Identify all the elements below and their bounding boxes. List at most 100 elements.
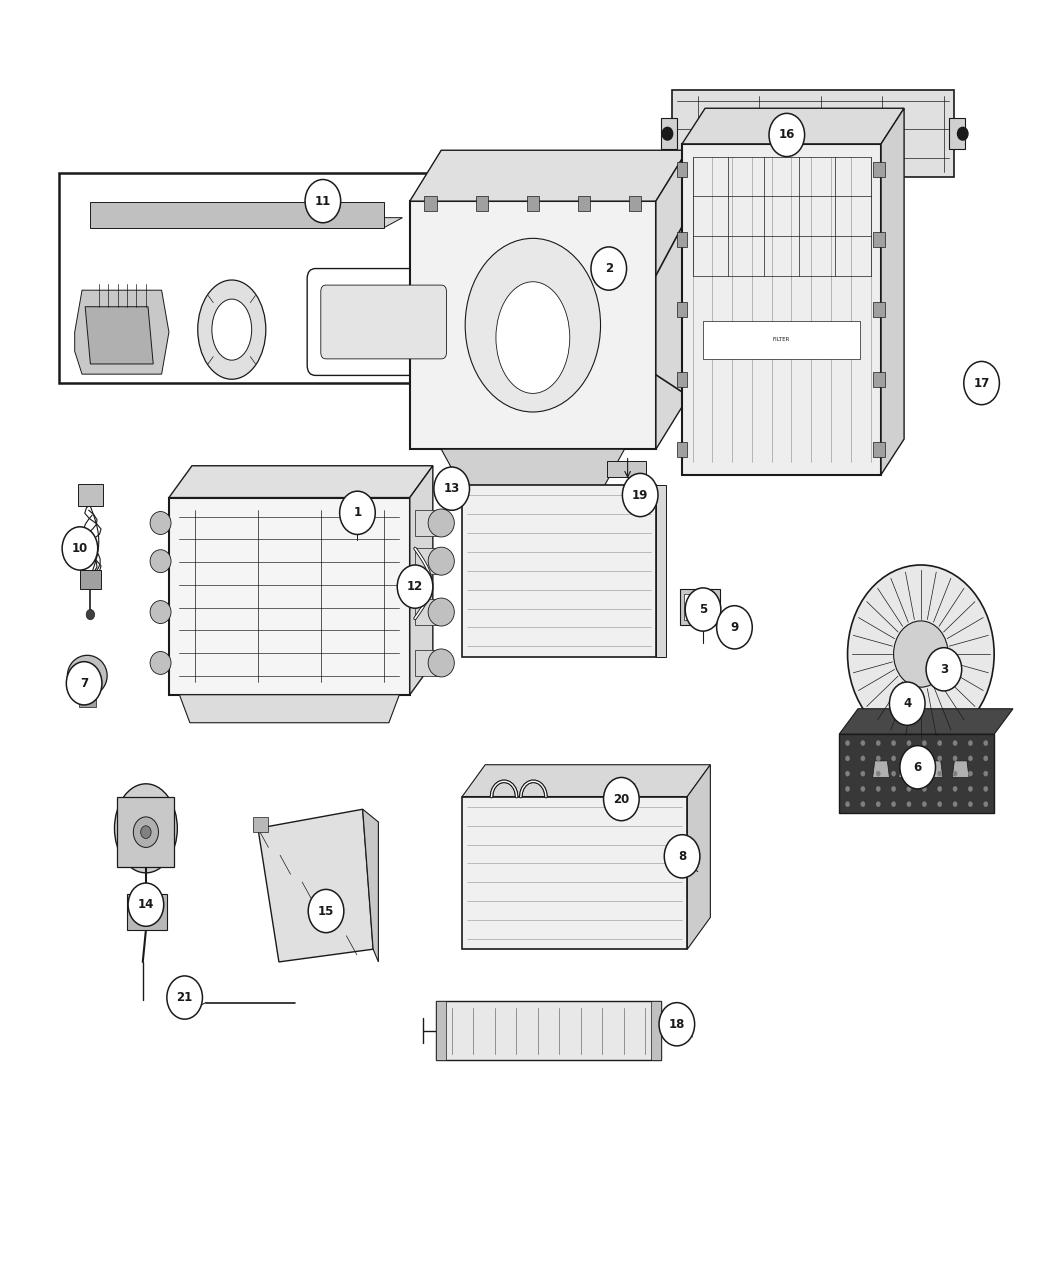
Circle shape bbox=[167, 975, 203, 1019]
Bar bbox=[873, 371, 885, 386]
Circle shape bbox=[922, 756, 926, 761]
Bar bbox=[677, 162, 688, 177]
Polygon shape bbox=[839, 709, 1013, 734]
Ellipse shape bbox=[428, 509, 455, 537]
Circle shape bbox=[894, 621, 948, 687]
Bar bbox=[415, 548, 441, 574]
Polygon shape bbox=[90, 218, 402, 228]
Polygon shape bbox=[926, 761, 943, 778]
Bar bbox=[873, 302, 885, 317]
Circle shape bbox=[938, 787, 942, 792]
Circle shape bbox=[397, 565, 433, 608]
Bar bbox=[662, 119, 677, 149]
Bar bbox=[476, 196, 488, 212]
Polygon shape bbox=[952, 761, 969, 778]
Text: 1: 1 bbox=[354, 506, 361, 519]
Ellipse shape bbox=[67, 655, 107, 696]
Polygon shape bbox=[85, 307, 153, 363]
Bar bbox=[127, 895, 167, 929]
Circle shape bbox=[861, 741, 865, 746]
Circle shape bbox=[845, 771, 849, 776]
Circle shape bbox=[938, 802, 942, 807]
Bar bbox=[680, 589, 720, 625]
Circle shape bbox=[891, 787, 896, 792]
Ellipse shape bbox=[197, 280, 266, 379]
Circle shape bbox=[984, 741, 988, 746]
Bar bbox=[415, 510, 441, 536]
Circle shape bbox=[659, 1002, 695, 1046]
Ellipse shape bbox=[428, 649, 455, 677]
Bar bbox=[526, 196, 539, 212]
Bar bbox=[169, 497, 410, 695]
Circle shape bbox=[907, 771, 911, 776]
Text: 5: 5 bbox=[699, 603, 707, 616]
Circle shape bbox=[133, 817, 159, 848]
Circle shape bbox=[66, 662, 102, 705]
Text: 12: 12 bbox=[407, 580, 423, 593]
Ellipse shape bbox=[150, 652, 171, 674]
Circle shape bbox=[591, 247, 627, 291]
Text: FILTER: FILTER bbox=[773, 338, 791, 342]
Polygon shape bbox=[180, 695, 399, 723]
Text: 2: 2 bbox=[605, 263, 613, 275]
Bar bbox=[578, 196, 590, 212]
Circle shape bbox=[141, 826, 151, 839]
Text: 14: 14 bbox=[138, 898, 154, 912]
Text: 6: 6 bbox=[914, 761, 922, 774]
Bar bbox=[117, 797, 174, 867]
Text: 3: 3 bbox=[940, 663, 948, 676]
Bar bbox=[436, 1001, 446, 1060]
Bar bbox=[682, 144, 881, 474]
Polygon shape bbox=[462, 765, 711, 797]
Bar bbox=[80, 570, 101, 589]
Ellipse shape bbox=[465, 238, 601, 412]
Text: 11: 11 bbox=[315, 195, 331, 208]
Ellipse shape bbox=[428, 598, 455, 626]
Circle shape bbox=[953, 787, 958, 792]
Circle shape bbox=[717, 606, 752, 649]
Circle shape bbox=[968, 756, 972, 761]
Bar bbox=[651, 1001, 662, 1060]
Polygon shape bbox=[410, 150, 688, 201]
Text: 10: 10 bbox=[71, 542, 88, 555]
Circle shape bbox=[891, 802, 896, 807]
Bar bbox=[677, 302, 688, 317]
Circle shape bbox=[861, 787, 865, 792]
Circle shape bbox=[900, 746, 936, 789]
Ellipse shape bbox=[150, 601, 171, 623]
Circle shape bbox=[953, 756, 958, 761]
Circle shape bbox=[938, 741, 942, 746]
Text: 18: 18 bbox=[669, 1017, 685, 1030]
Circle shape bbox=[964, 361, 1000, 404]
Circle shape bbox=[891, 771, 896, 776]
Circle shape bbox=[953, 771, 958, 776]
Circle shape bbox=[876, 802, 880, 807]
Circle shape bbox=[62, 527, 98, 570]
Circle shape bbox=[306, 180, 340, 223]
Polygon shape bbox=[441, 449, 625, 487]
Ellipse shape bbox=[212, 300, 252, 360]
Polygon shape bbox=[874, 740, 968, 761]
Circle shape bbox=[845, 802, 849, 807]
Text: 7: 7 bbox=[80, 677, 88, 690]
Bar bbox=[424, 196, 437, 212]
Polygon shape bbox=[899, 761, 916, 778]
Circle shape bbox=[309, 890, 343, 932]
Circle shape bbox=[623, 473, 658, 516]
Circle shape bbox=[876, 771, 880, 776]
Polygon shape bbox=[362, 810, 378, 961]
Circle shape bbox=[938, 771, 942, 776]
Bar bbox=[839, 734, 994, 813]
Ellipse shape bbox=[428, 547, 455, 575]
FancyBboxPatch shape bbox=[321, 286, 446, 358]
Bar bbox=[415, 599, 441, 625]
Polygon shape bbox=[656, 150, 688, 449]
Polygon shape bbox=[90, 203, 383, 228]
Bar bbox=[949, 119, 965, 149]
Circle shape bbox=[686, 588, 721, 631]
Bar bbox=[873, 441, 885, 456]
Text: 9: 9 bbox=[731, 621, 738, 634]
Bar bbox=[672, 91, 954, 177]
Circle shape bbox=[876, 756, 880, 761]
Circle shape bbox=[958, 128, 968, 140]
